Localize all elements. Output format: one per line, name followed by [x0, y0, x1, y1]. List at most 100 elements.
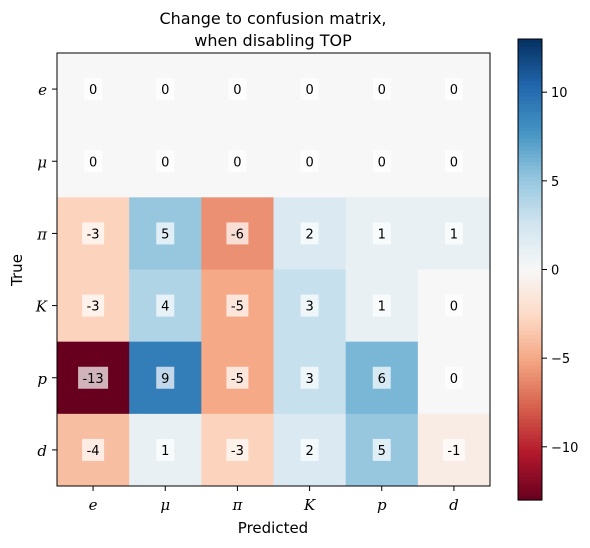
colorbar-segment — [518, 350, 542, 355]
colorbar-segment — [518, 300, 542, 305]
colorbar-segment — [518, 88, 542, 94]
colorbar-segment — [518, 392, 542, 397]
colorbar-segment — [518, 219, 542, 224]
colorbar-segment — [518, 261, 542, 267]
colorbar-segment — [518, 181, 542, 186]
cell-label-background — [444, 78, 463, 101]
colorbar-segment — [518, 377, 542, 382]
colorbar-segment — [518, 273, 542, 278]
colorbar-segment — [518, 469, 542, 474]
y-tick-label: K — [35, 298, 48, 316]
colorbar-segment — [518, 142, 542, 148]
cell-value-label: 0 — [378, 155, 386, 170]
colorbar-segment — [518, 39, 542, 44]
colorbar-segment — [518, 473, 542, 478]
plot-frame — [56, 52, 491, 487]
colorbar-segment — [518, 407, 542, 413]
cell-value-label: -1 — [447, 444, 460, 459]
cell-value-label: 0 — [305, 155, 313, 170]
colorbar-segment — [518, 281, 542, 286]
colorbar-segment — [518, 208, 542, 213]
colorbar-segment — [518, 123, 542, 128]
colorbar-segment — [518, 254, 542, 259]
colorbar-segment — [518, 354, 542, 359]
colorbar-segment — [518, 131, 542, 136]
chart-title-line-1: Change to confusion matrix, — [159, 9, 386, 28]
colorbar-segment — [518, 461, 542, 467]
cell-label-background — [156, 366, 175, 389]
colorbar-tick-label: −5 — [551, 352, 570, 367]
colorbar-segment — [518, 108, 542, 113]
colorbar-segment — [518, 492, 542, 497]
cell-label-background — [84, 78, 103, 101]
x-tick-label: e — [89, 496, 98, 514]
colorbar-segment — [518, 188, 542, 194]
colorbar-segment — [518, 307, 542, 313]
cell-value-label: 9 — [161, 372, 169, 387]
colorbar-segment — [518, 315, 542, 321]
colorbar-segment — [518, 46, 542, 52]
cell-label-background — [372, 78, 391, 101]
cell-value-label: -13 — [82, 372, 103, 387]
cell-value-label: 3 — [305, 372, 313, 387]
colorbar-tick-label: 10 — [551, 86, 568, 101]
cell-value-label: 0 — [305, 83, 313, 98]
colorbar-segment — [518, 434, 542, 440]
cell-label-background — [156, 438, 175, 461]
colorbar-segment — [518, 246, 542, 251]
colorbar-segment — [518, 438, 542, 443]
colorbar-segment — [518, 365, 542, 370]
colorbar-segment — [518, 154, 542, 159]
colorbar-segment — [518, 192, 542, 198]
colorbar-segment — [518, 257, 542, 263]
colorbar-segment — [518, 292, 542, 297]
colorbar-segment — [518, 77, 542, 82]
cell-label-background — [78, 366, 109, 389]
colorbar-segment — [518, 304, 542, 309]
colorbar-segment — [518, 269, 542, 274]
colorbar-segment — [518, 369, 542, 374]
colorbar-segment — [518, 442, 542, 447]
y-tick-label: π — [36, 225, 48, 243]
colorbar-segment — [518, 400, 542, 405]
cell-value-label: 0 — [378, 83, 386, 98]
colorbar: 10 5 0 −5 −10 — [517, 38, 578, 501]
colorbar-segment — [518, 177, 542, 182]
colorbar-segment — [518, 496, 542, 501]
colorbar-segment — [518, 111, 542, 117]
colorbar-segment — [518, 169, 542, 175]
colorbar-segment — [518, 211, 542, 217]
x-tick-label: μ — [160, 496, 170, 514]
colorbar-segment — [518, 342, 542, 347]
colorbar-segment — [518, 215, 542, 221]
colorbar-segment — [518, 284, 542, 290]
colorbar-segment — [518, 200, 542, 205]
cell-value-label: 0 — [89, 83, 97, 98]
colorbar-segment — [518, 423, 542, 428]
colorbar-segment — [518, 161, 542, 167]
cell-label-background — [82, 294, 105, 317]
cell-label-background — [372, 294, 391, 317]
cell-label-background — [82, 438, 105, 461]
colorbar-segment — [518, 361, 542, 367]
colorbar-segment — [518, 223, 542, 228]
colorbar-segment — [518, 430, 542, 436]
colorbar-segment — [518, 288, 542, 294]
colorbar-segment — [518, 227, 542, 232]
colorbar-segment — [518, 100, 542, 105]
cell-value-label: 2 — [305, 227, 313, 242]
cell-value-label: 6 — [378, 372, 386, 387]
colorbar-segment — [518, 338, 542, 344]
cell-label-background — [226, 438, 249, 461]
colorbar-segment — [518, 327, 542, 332]
colorbar-segment — [518, 173, 542, 178]
cell-value-label: 0 — [161, 155, 169, 170]
cell-value-label: 0 — [89, 155, 97, 170]
cell-value-label: -3 — [231, 444, 244, 459]
cell-label-background — [156, 150, 175, 173]
cell-label-background — [444, 366, 463, 389]
cell-label-background — [156, 78, 175, 101]
cell-label-background — [156, 222, 175, 245]
